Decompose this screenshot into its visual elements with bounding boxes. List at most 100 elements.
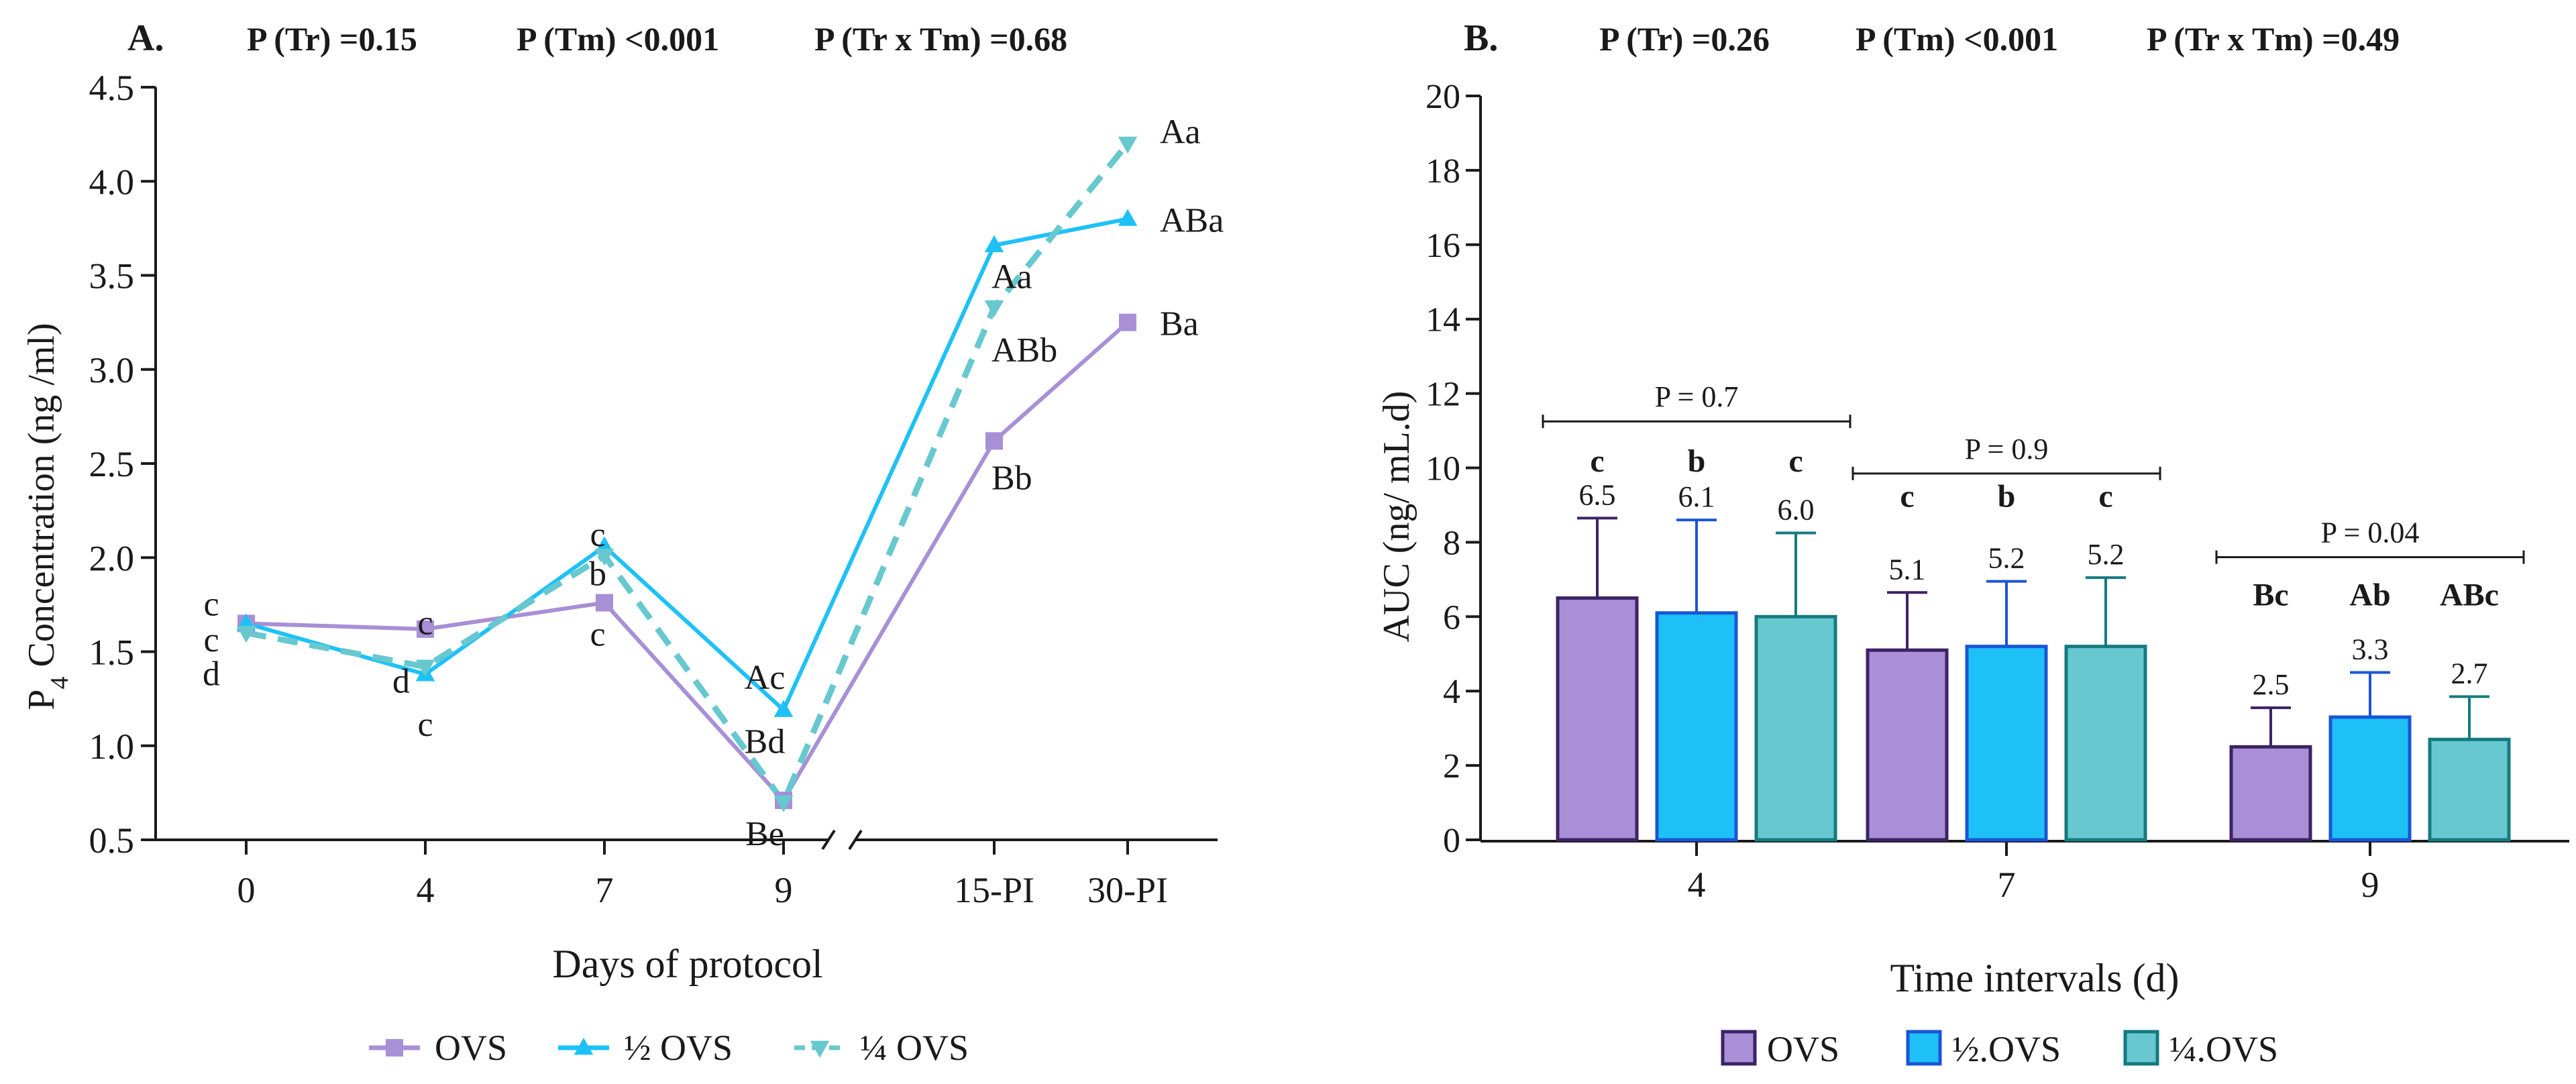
panel-b-data-labels: 6.5 5.1 2.5 6.1 5.2 3.3 6.0 5.2 2.7 c c Bc b b Ab c c ABc — [1579, 443, 2499, 701]
panel-a-legend: OVS ½ OVS ¼ OVS — [369, 1028, 969, 1068]
bar-ovs — [1655, 611, 1738, 842]
panel-a-x-axis-label: Days of protocol — [552, 942, 822, 986]
panel-a-y-tick-label: 2.5 — [89, 444, 135, 484]
data-point-ovs — [984, 235, 1004, 253]
panel-a-label: A. — [127, 17, 164, 59]
panel-a-stat-tr: P (Tr) =0.15 — [247, 20, 417, 58]
legend-label-ovs: OVS — [1767, 1029, 1839, 1069]
panel-b-y-tick-label: 2 — [1443, 747, 1460, 785]
panel-b-y-tick-label: 12 — [1426, 376, 1460, 414]
series-line-ovs — [246, 321, 1129, 803]
panel-a: A. P (Tr) =0.15 P (Tm) <0.001 P (Tr x Tm… — [21, 17, 1224, 1068]
point-label: Be — [745, 815, 784, 853]
panel-b-error-bars — [1577, 517, 2489, 747]
bar-ovs — [2064, 645, 2147, 842]
panel-a-y-label-rest: Concentration (ng /ml) — [21, 323, 62, 676]
legend-swatch-ovs — [1906, 1030, 1942, 1066]
significance-letter: Bc — [2253, 578, 2288, 613]
bar-value-label: 5.1 — [1889, 553, 1926, 586]
point-label: c — [417, 706, 433, 744]
panel-a-y-axis-label: P4 Concentration (ng /ml) — [21, 323, 74, 710]
significance-letter: b — [1998, 479, 2016, 514]
series-line-ovs — [246, 217, 1128, 712]
data-point-ovs — [1118, 136, 1138, 154]
panel-a-y-tick-label: 1.5 — [89, 633, 135, 673]
point-label: Bd — [745, 722, 786, 761]
panel-b-stat-tm: P (Tm) <0.001 — [1856, 20, 2058, 58]
bar-ovs — [1866, 648, 1949, 842]
bar-ovs — [1556, 596, 1639, 842]
bar-ovs — [1754, 614, 1837, 842]
panel-b-y-tick-label: 18 — [1426, 152, 1460, 191]
legend-label-ovs: ¼ OVS — [860, 1028, 969, 1068]
panel-b-y-tick-label: 0 — [1443, 822, 1460, 860]
point-label: b — [589, 555, 606, 594]
bar-ovs — [2328, 715, 2412, 842]
panel-b-y-tick-label: 14 — [1426, 301, 1460, 339]
panel-a-x-tick-label: 30-PI — [1087, 870, 1168, 910]
legend-swatch-ovs — [2123, 1030, 2159, 1066]
panel-a-y-tick-label: 4.5 — [89, 68, 135, 108]
panel-a-x-tick-label: 4 — [417, 870, 435, 910]
panel-a-y-tick-label: 4.0 — [89, 162, 135, 202]
significance-letter: c — [1900, 479, 1914, 514]
series-line-ovs — [246, 142, 1130, 806]
bar-value-label: 2.5 — [2253, 668, 2290, 701]
panel-a-y-ticks: 0.5 1.0 1.5 2.0 2.5 3.0 3.5 4.0 4.5 — [89, 68, 156, 861]
data-point-ovs — [984, 300, 1004, 318]
panel-b-stat-tr: P (Tr) =0.26 — [1599, 20, 1770, 58]
panel-b-bars — [1556, 596, 2511, 842]
bar-value-label: 6.5 — [1579, 478, 1616, 511]
significance-letter: b — [1688, 443, 1706, 479]
panel-a-y-tick-label: 2.0 — [89, 538, 135, 578]
point-label: ABa — [1160, 201, 1224, 239]
panel-b-stat-trxtm: P (Tr x Tm) =0.49 — [2147, 20, 2400, 58]
significance-letter: ABc — [2440, 578, 2499, 613]
panel-a-x-ticks: 0 4 7 9 15-PI 30-PI — [237, 840, 1168, 910]
panel-a-stat-tm: P (Tm) <0.001 — [517, 20, 719, 58]
panel-b-y-tick-label: 20 — [1426, 78, 1460, 116]
panel-b-y-tick-label: 10 — [1426, 450, 1460, 488]
point-label: d — [392, 663, 410, 701]
point-label: Aa — [991, 258, 1032, 296]
group-p-value: P = 0.9 — [1965, 433, 2049, 466]
panel-b-group-brackets: P = 0.7 P = 0.9 P = 0.04 — [1542, 380, 2525, 564]
panel-a-series-lines — [246, 142, 1130, 806]
point-label: c — [590, 516, 605, 554]
panel-a-axes — [154, 87, 1218, 851]
legend-swatch-ovs — [1721, 1030, 1757, 1066]
data-point-ovs — [236, 626, 256, 643]
point-label: c — [590, 615, 605, 653]
point-label: Ac — [745, 659, 786, 697]
point-label: d — [203, 655, 220, 693]
panel-a-y-tick-label: 3.0 — [89, 350, 135, 390]
data-point-ovs — [1118, 209, 1138, 226]
panel-b-y-ticks: 0 2 4 6 8 10 12 14 16 18 20 — [1426, 78, 1481, 860]
significance-letter: c — [2098, 479, 2112, 514]
bar-value-label: 6.1 — [1678, 480, 1715, 513]
panel-b-y-tick-label: 8 — [1443, 524, 1460, 562]
legend-marker-ovs — [386, 1039, 403, 1056]
bar-value-label: 2.7 — [2451, 657, 2488, 690]
legend-marker-ovs — [810, 1040, 830, 1058]
panel-a-y-label-subscript: 4 — [46, 677, 74, 690]
bar-value-label: 5.2 — [2088, 538, 2125, 571]
data-point-ovs — [594, 549, 614, 566]
data-point-ovs — [417, 620, 434, 638]
panel-a-y-tick-label: 3.5 — [89, 256, 135, 296]
legend-label-ovs: ¼.OVS — [2169, 1029, 2278, 1069]
group-p-value: P = 0.7 — [1655, 380, 1739, 413]
panel-a-y-tick-label: 1.0 — [89, 726, 135, 767]
data-point-ovs — [1119, 313, 1136, 331]
group-p-value: P = 0.04 — [2321, 517, 2420, 549]
panel-b-y-axis-label: AUC (ng/ mL.d) — [1376, 391, 1417, 643]
significance-letter: Ab — [2349, 578, 2390, 613]
legend-label-ovs: ½ OVS — [624, 1028, 733, 1068]
point-label: ABb — [991, 331, 1057, 370]
bar-ovs — [1965, 645, 2048, 842]
significance-letter: c — [1788, 443, 1803, 479]
bar-ovs — [2229, 745, 2312, 842]
panel-b-legend: OVS ½.OVS ¼.OVS — [1721, 1029, 2278, 1069]
